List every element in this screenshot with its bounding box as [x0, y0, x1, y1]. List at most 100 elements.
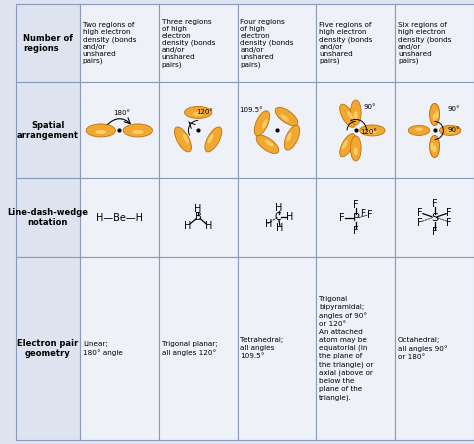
Bar [316, 178, 395, 257]
Bar [159, 257, 237, 440]
Text: F: F [353, 226, 359, 236]
Bar [159, 4, 237, 83]
Text: H—Be—H: H—Be—H [96, 213, 143, 222]
Text: 180°: 180° [113, 111, 130, 116]
Ellipse shape [208, 134, 214, 143]
Text: Three regions
of high
electron
density (bonds
and/or
unshared
pairs): Three regions of high electron density (… [162, 19, 215, 68]
Text: F: F [360, 209, 365, 218]
Ellipse shape [205, 127, 222, 152]
Text: F: F [417, 208, 423, 218]
Bar [16, 4, 80, 83]
Text: Six regions of
high electron
density (bonds
and/or
unshared
pairs): Six regions of high electron density (bo… [398, 22, 452, 64]
Text: Four regions
of high
electron
density (bonds
and/or
unshared
pairs): Four regions of high electron density (b… [240, 19, 294, 68]
Ellipse shape [433, 146, 437, 153]
Ellipse shape [193, 112, 203, 116]
Ellipse shape [350, 100, 361, 125]
Text: 109.5°: 109.5° [239, 107, 263, 113]
Text: Two regions of
high electron
density (bonds
and/or
unshared
pairs): Two regions of high electron density (bo… [83, 22, 137, 64]
Bar [159, 83, 237, 178]
Bar [16, 257, 80, 440]
Ellipse shape [446, 130, 454, 133]
Bar [316, 4, 395, 83]
Text: Linear;
180° angle: Linear; 180° angle [83, 341, 123, 356]
Ellipse shape [430, 103, 439, 126]
Ellipse shape [367, 130, 377, 134]
Ellipse shape [284, 125, 300, 150]
Ellipse shape [430, 135, 439, 158]
Bar [16, 83, 80, 178]
Ellipse shape [174, 127, 191, 152]
Text: H: H [194, 204, 202, 214]
Text: H: H [264, 218, 272, 229]
Ellipse shape [342, 140, 348, 149]
Bar [80, 257, 159, 440]
Ellipse shape [95, 130, 106, 134]
Bar [80, 178, 159, 257]
Text: C: C [274, 212, 282, 222]
Ellipse shape [286, 132, 292, 142]
Ellipse shape [184, 107, 212, 119]
Ellipse shape [360, 125, 385, 136]
Bar [395, 4, 474, 83]
Bar [16, 178, 80, 257]
Text: Octahedral;
all angles 90°
or 180°: Octahedral; all angles 90° or 180° [398, 337, 448, 360]
Text: F: F [447, 218, 452, 228]
Text: Line-dash-wedge
notation: Line-dash-wedge notation [8, 208, 88, 227]
Ellipse shape [354, 147, 358, 155]
Bar [80, 83, 159, 178]
Ellipse shape [132, 130, 144, 134]
Ellipse shape [254, 111, 270, 136]
Ellipse shape [183, 134, 189, 143]
Ellipse shape [430, 103, 439, 126]
Bar [80, 4, 159, 83]
Bar [237, 257, 316, 440]
Ellipse shape [123, 124, 153, 137]
Text: F: F [432, 226, 438, 237]
Text: Trigonal planar;
all angles 120°: Trigonal planar; all angles 120° [162, 341, 217, 356]
Ellipse shape [436, 110, 439, 119]
Text: F: F [353, 200, 359, 210]
Text: Spatial
arrangement: Spatial arrangement [17, 121, 79, 140]
Text: 120°: 120° [196, 109, 213, 115]
Ellipse shape [439, 126, 461, 135]
Bar [237, 83, 316, 178]
Ellipse shape [433, 114, 437, 121]
Text: H: H [205, 221, 212, 230]
Text: F: F [417, 218, 423, 228]
Ellipse shape [275, 107, 298, 126]
Text: Five regions of
high electron
density (bonds
and/or
unshared
pairs): Five regions of high electron density (b… [319, 22, 373, 64]
Ellipse shape [408, 126, 430, 135]
Ellipse shape [354, 111, 358, 119]
Bar [395, 178, 474, 257]
Ellipse shape [265, 140, 273, 147]
Ellipse shape [340, 104, 356, 127]
Text: Number of
regions: Number of regions [23, 34, 73, 53]
Ellipse shape [350, 136, 361, 161]
Ellipse shape [262, 119, 267, 129]
Bar [159, 178, 237, 257]
Text: 120°: 120° [361, 130, 377, 135]
Text: F: F [432, 198, 438, 209]
Bar [316, 83, 395, 178]
Ellipse shape [86, 124, 116, 137]
Ellipse shape [347, 111, 353, 119]
Ellipse shape [415, 127, 423, 131]
Text: H: H [286, 212, 293, 222]
Text: F: F [339, 213, 345, 222]
Text: F: F [366, 210, 372, 220]
Bar [316, 257, 395, 440]
Ellipse shape [430, 135, 439, 158]
Text: Tetrahedral;
all angles
109.5°: Tetrahedral; all angles 109.5° [240, 337, 284, 360]
Text: H: H [184, 221, 191, 230]
Bar [395, 83, 474, 178]
Text: 90°: 90° [364, 104, 376, 111]
Ellipse shape [340, 134, 356, 157]
Text: P: P [352, 213, 359, 222]
Text: H: H [276, 222, 283, 233]
Ellipse shape [281, 115, 289, 121]
Ellipse shape [256, 135, 279, 154]
Text: Trigonal
bipyramidal;
angles of 90°
or 120°
An attached
atom may be
equatorial (: Trigonal bipyramidal; angles of 90° or 1… [319, 296, 374, 401]
Bar [237, 178, 316, 257]
Text: B: B [195, 212, 201, 222]
Ellipse shape [430, 142, 434, 151]
